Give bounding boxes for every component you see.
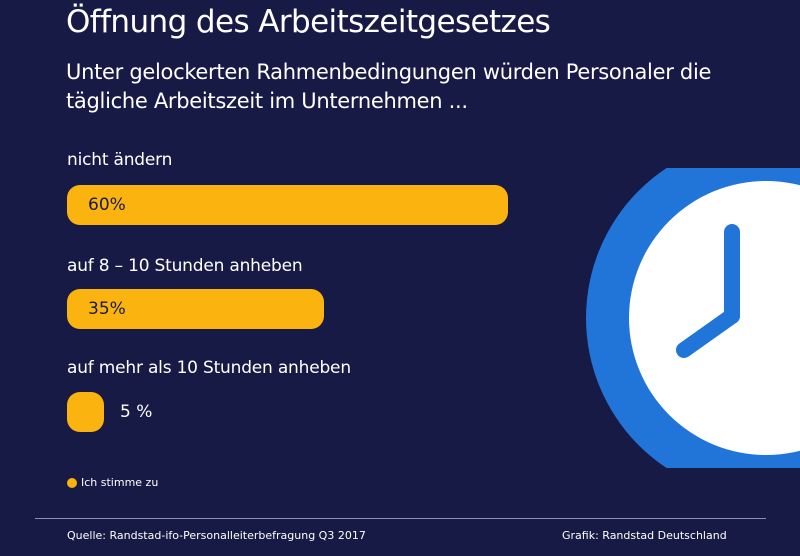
footer-divider bbox=[35, 518, 766, 519]
data-label: 60% bbox=[88, 195, 126, 215]
data-label: 5 % bbox=[120, 402, 153, 422]
category-label: nicht ändern bbox=[67, 150, 173, 170]
credit-note: Grafik: Randstad Deutschland bbox=[562, 529, 727, 542]
data-label: 35% bbox=[88, 299, 126, 319]
legend: Ich stimme zu bbox=[67, 476, 158, 489]
bar bbox=[67, 392, 104, 432]
bar bbox=[67, 185, 508, 225]
legend-label: Ich stimme zu bbox=[81, 476, 159, 489]
clock-icon bbox=[586, 168, 800, 468]
bar bbox=[67, 289, 325, 329]
legend-swatch bbox=[67, 477, 77, 488]
clock-face bbox=[629, 181, 800, 455]
category-label: auf 8 – 10 Stunden anheben bbox=[67, 256, 303, 276]
chart-subtitle: Unter gelockerten Rahmenbedingungen würd… bbox=[66, 60, 712, 113]
clock-minute-hand bbox=[676, 308, 740, 358]
source-note: Quelle: Randstad-ifo-Personalleiterbefra… bbox=[67, 529, 366, 542]
chart-title: Öffnung des Arbeitszeitgesetzes bbox=[66, 4, 551, 40]
category-label: auf mehr als 10 Stunden anheben bbox=[67, 358, 351, 378]
